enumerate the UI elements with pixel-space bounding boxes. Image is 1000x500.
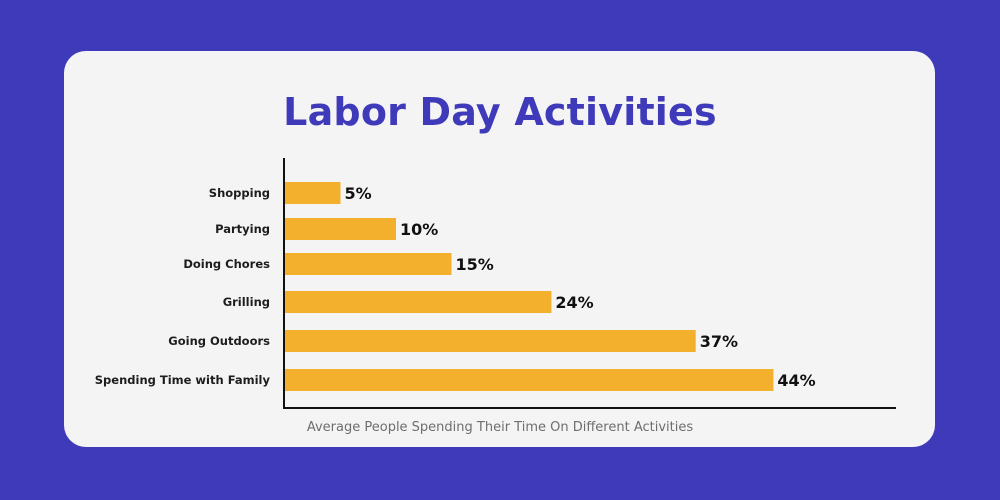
bar: [285, 218, 396, 240]
value-label: 37%: [700, 332, 738, 351]
value-label: 10%: [400, 220, 438, 239]
category-label: Doing Chores: [183, 257, 270, 271]
value-label: 24%: [555, 293, 593, 312]
x-axis-label: Average People Spending Their Time On Di…: [306, 420, 694, 435]
value-label: 5%: [345, 184, 372, 203]
category-label: Spending Time with Family: [95, 373, 271, 387]
bar: [285, 330, 696, 352]
value-label: 15%: [456, 255, 494, 274]
bar: [285, 253, 452, 275]
chart-title: Labor Day Activities: [283, 90, 717, 134]
category-label: Going Outdoors: [168, 334, 270, 348]
bar: [285, 182, 341, 204]
bar: [285, 291, 552, 313]
category-label: Shopping: [209, 186, 270, 200]
category-label: Grilling: [223, 295, 270, 309]
category-label: Partying: [215, 222, 270, 236]
bar: [285, 369, 774, 391]
value-label: 44%: [777, 371, 815, 390]
